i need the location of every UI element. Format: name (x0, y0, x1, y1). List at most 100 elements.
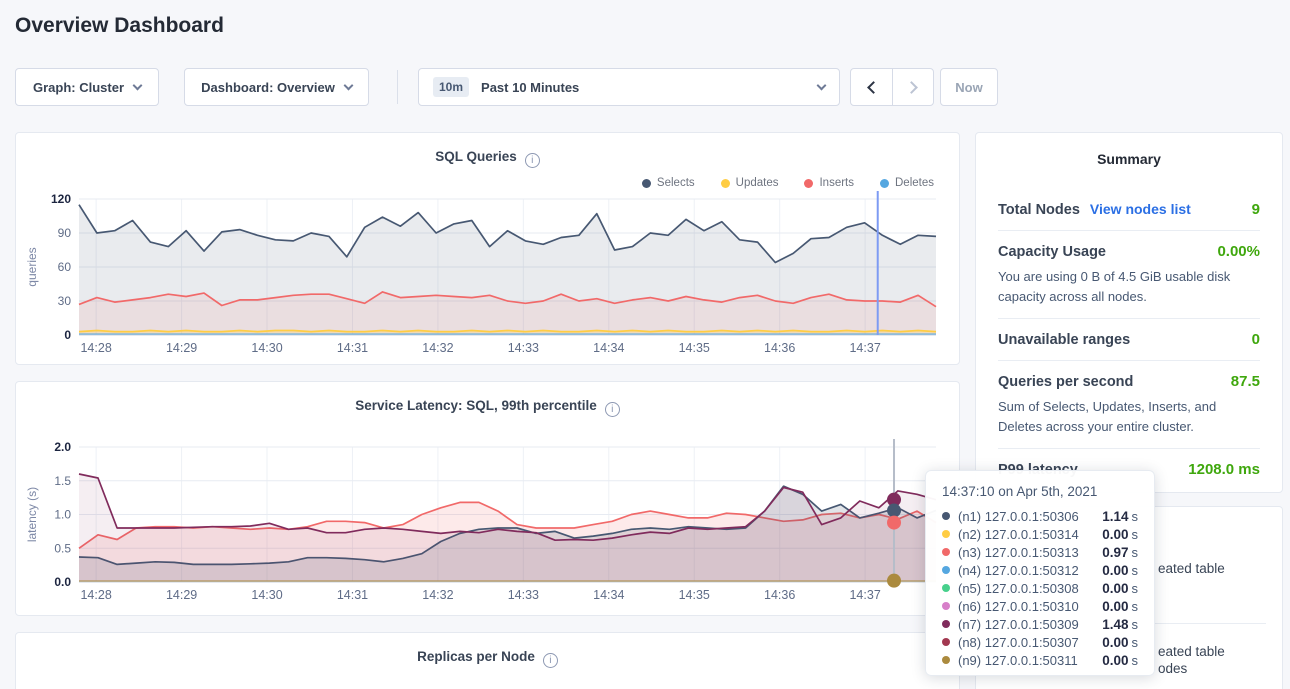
svg-text:14:35: 14:35 (679, 341, 710, 355)
tooltip-value-unit: s (1132, 617, 1139, 632)
time-back-button[interactable] (851, 69, 892, 105)
tooltip-node-value: 1.14 (1102, 509, 1128, 524)
summary-row-label: Unavailable ranges (998, 332, 1130, 348)
svg-text:14:37: 14:37 (849, 341, 880, 355)
view-nodes-list-link[interactable]: View nodes list (1090, 201, 1191, 217)
graph-dropdown-label: Graph: Cluster (33, 80, 124, 95)
summary-row-description: You are using 0 B of 4.5 GiB usable disk… (998, 267, 1260, 306)
svg-text:14:36: 14:36 (764, 341, 795, 355)
svg-text:14:37: 14:37 (849, 588, 880, 602)
tooltip-value-unit: s (1132, 509, 1139, 524)
svg-text:14:30: 14:30 (251, 341, 282, 355)
tooltip-node-row: (n7) 127.0.0.1:503091.48 s (942, 615, 1138, 633)
svg-text:14:33: 14:33 (508, 588, 539, 602)
tooltip-value-unit: s (1132, 635, 1139, 650)
summary-panel: Summary Total NodesView nodes list9Capac… (975, 132, 1283, 493)
time-nav-buttons (850, 68, 934, 106)
node-color-dot-icon (942, 512, 950, 520)
tooltip-node-address: (n5) 127.0.0.1:50308 (958, 581, 1102, 596)
node-color-dot-icon (942, 620, 950, 628)
tooltip-node-value: 0.00 (1102, 563, 1128, 578)
svg-text:1.0: 1.0 (54, 508, 71, 522)
summary-row-value: 87.5 (1231, 373, 1260, 390)
summary-row-value: 0.00% (1217, 243, 1260, 260)
now-button[interactable]: Now (940, 68, 998, 106)
summary-row-value: 9 (1252, 201, 1260, 218)
tooltip-node-address: (n3) 127.0.0.1:50313 (958, 545, 1102, 560)
summary-row: Unavailable ranges 0 (998, 318, 1260, 360)
tooltip-node-value: 0.00 (1102, 581, 1128, 596)
tooltip-node-row: (n4) 127.0.0.1:503120.00s (942, 561, 1138, 579)
time-range-picker[interactable]: 10m Past 10 Minutes (418, 68, 840, 106)
summary-row-description: Sum of Selects, Updates, Inserts, and De… (998, 397, 1260, 436)
tooltip-node-value: 0.00 (1102, 635, 1128, 650)
tooltip-node-value: 0.00 (1102, 527, 1128, 542)
summary-row-label: Total Nodes (998, 202, 1080, 218)
tooltip-node-value: 1.48 (1102, 617, 1128, 632)
svg-text:14:32: 14:32 (422, 588, 453, 602)
tooltip-value-unit: s (1132, 545, 1139, 560)
dashboard-dropdown-label: Dashboard: Overview (201, 80, 335, 95)
svg-text:0: 0 (64, 328, 71, 342)
tooltip-value-unit: s (1132, 527, 1139, 542)
summary-row-value: 0 (1252, 331, 1260, 348)
graph-dropdown[interactable]: Graph: Cluster (15, 68, 159, 106)
svg-text:30: 30 (58, 294, 72, 308)
tooltip-node-row: (n8) 127.0.0.1:503070.00 s (942, 633, 1138, 651)
replicas-per-node-title: Replicas per Node i (16, 649, 959, 668)
svg-text:14:34: 14:34 (593, 588, 624, 602)
service-latency-chart[interactable]: 14:2814:2914:3014:3114:3214:3314:3414:35… (16, 382, 959, 615)
svg-text:14:29: 14:29 (166, 588, 197, 602)
svg-text:14:35: 14:35 (679, 588, 710, 602)
service-latency-card: Service Latency: SQL, 99th percentilei 1… (15, 381, 960, 616)
svg-text:14:30: 14:30 (251, 588, 282, 602)
node-color-dot-icon (942, 566, 950, 574)
toolbar-divider (397, 70, 398, 104)
tooltip-node-row: (n9) 127.0.0.1:503110.00s (942, 651, 1138, 669)
chevron-down-icon (817, 81, 827, 91)
summary-row: Capacity Usage0.00%You are using 0 B of … (998, 230, 1260, 318)
time-range-label: Past 10 Minutes (481, 80, 818, 95)
sql-queries-chart[interactable]: 14:2814:2914:3014:3114:3214:3314:3414:35… (16, 133, 959, 364)
svg-text:14:33: 14:33 (508, 341, 539, 355)
tooltip-node-row: (n1) 127.0.0.1:503061.14s (942, 507, 1138, 525)
tooltip-value-unit: s (1132, 563, 1139, 578)
svg-text:1.5: 1.5 (54, 474, 71, 488)
svg-text:14:32: 14:32 (422, 341, 453, 355)
svg-text:0.0: 0.0 (54, 575, 71, 589)
svg-text:14:36: 14:36 (764, 588, 795, 602)
dashboard-dropdown[interactable]: Dashboard: Overview (184, 68, 369, 106)
tooltip-node-address: (n8) 127.0.0.1:50307 (958, 635, 1102, 650)
svg-text:queries: queries (25, 247, 39, 286)
svg-text:14:31: 14:31 (337, 341, 368, 355)
event-text-fragment: odes (1158, 661, 1187, 676)
summary-row-value: 1208.0 ms (1188, 461, 1260, 478)
tooltip-value-unit: s (1132, 581, 1139, 596)
svg-text:14:28: 14:28 (80, 341, 111, 355)
now-button-label: Now (955, 80, 982, 95)
chart-title-text: Replicas per Node (417, 649, 535, 664)
event-text-fragment: eated table (1158, 644, 1225, 659)
node-color-dot-icon (942, 638, 950, 646)
sql-queries-card: SQL Queriesi SelectsUpdatesInsertsDelete… (15, 132, 960, 365)
tooltip-node-row: (n2) 127.0.0.1:503140.00s (942, 525, 1138, 543)
tooltip-node-address: (n7) 127.0.0.1:50309 (958, 617, 1102, 632)
tooltip-node-row: (n3) 127.0.0.1:503130.97 s (942, 543, 1138, 561)
svg-text:14:28: 14:28 (80, 588, 111, 602)
tooltip-value-unit: s (1132, 653, 1139, 668)
tooltip-node-address: (n9) 127.0.0.1:50311 (958, 653, 1102, 668)
chart-hover-tooltip: 14:37:10 on Apr 5th, 2021 (n1) 127.0.0.1… (925, 470, 1155, 676)
node-color-dot-icon (942, 656, 950, 664)
tooltip-node-value: 0.00 (1102, 599, 1128, 614)
summary-row: Total Nodes View nodes list 9 (998, 189, 1260, 230)
info-icon[interactable]: i (543, 653, 558, 668)
tooltip-node-row: (n6) 127.0.0.1:503100.00s (942, 597, 1138, 615)
chevron-down-icon (343, 81, 353, 91)
svg-text:2.0: 2.0 (54, 440, 71, 454)
event-text-fragment: eated table (1158, 561, 1225, 576)
tooltip-node-value: 0.97 (1102, 545, 1128, 560)
chevron-down-icon (133, 81, 143, 91)
time-forward-button[interactable] (892, 69, 933, 105)
svg-text:latency (s): latency (s) (25, 487, 39, 542)
summary-row: Queries per second87.5Sum of Selects, Up… (998, 360, 1260, 448)
